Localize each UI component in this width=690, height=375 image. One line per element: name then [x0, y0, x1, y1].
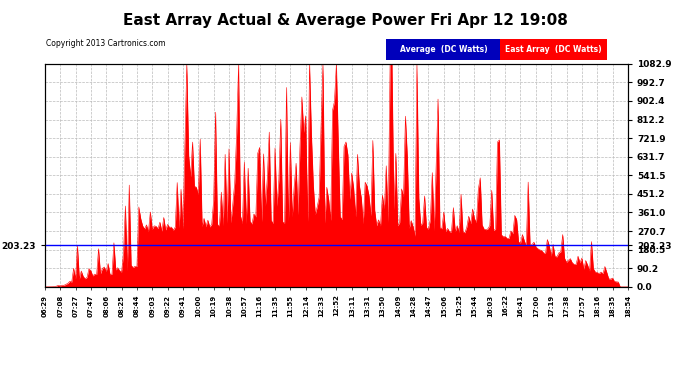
Text: Copyright 2013 Cartronics.com: Copyright 2013 Cartronics.com	[46, 39, 166, 48]
Text: Average  (DC Watts): Average (DC Watts)	[400, 45, 487, 54]
Text: East Array Actual & Average Power Fri Apr 12 19:08: East Array Actual & Average Power Fri Ap…	[123, 13, 567, 28]
Text: East Array  (DC Watts): East Array (DC Watts)	[505, 45, 602, 54]
